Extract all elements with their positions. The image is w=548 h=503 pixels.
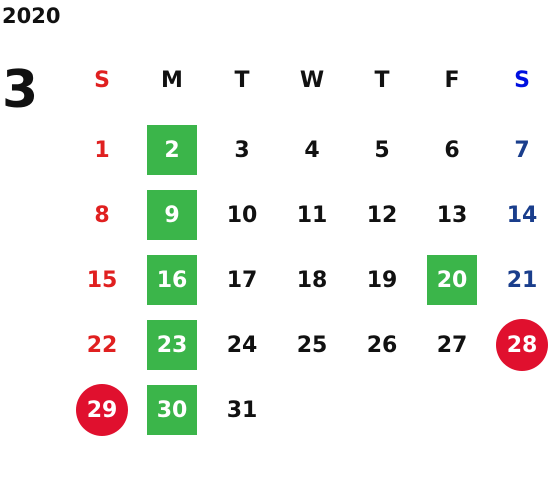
day[interactable]: 31	[226, 397, 258, 423]
day[interactable]: 16	[147, 255, 197, 305]
day[interactable]: 29	[76, 384, 128, 436]
month: 3	[2, 60, 39, 120]
day[interactable]: 3	[234, 137, 250, 163]
day[interactable]: 19	[366, 267, 398, 293]
year: 2020	[2, 4, 61, 28]
day[interactable]: 20	[427, 255, 477, 305]
day[interactable]: 24	[226, 332, 258, 358]
day[interactable]: 8	[94, 202, 110, 228]
day[interactable]: 25	[296, 332, 328, 358]
day[interactable]: 23	[147, 320, 197, 370]
weekday: S	[514, 67, 530, 93]
day[interactable]: 5	[374, 137, 390, 163]
day[interactable]: 13	[436, 202, 468, 228]
day[interactable]: 2	[147, 125, 197, 175]
day[interactable]: 11	[296, 202, 328, 228]
weekday: T	[374, 67, 390, 93]
weekday: W	[299, 67, 325, 93]
day[interactable]: 1	[94, 137, 110, 163]
day[interactable]: 7	[514, 137, 530, 163]
day[interactable]: 15	[86, 267, 118, 293]
day[interactable]: 28	[496, 319, 548, 371]
day[interactable]: 6	[444, 137, 460, 163]
weekday: F	[444, 67, 460, 93]
day[interactable]: 30	[147, 385, 197, 435]
day[interactable]: 18	[296, 267, 328, 293]
day[interactable]: 14	[506, 202, 538, 228]
day[interactable]: 17	[226, 267, 258, 293]
day[interactable]: 21	[506, 267, 538, 293]
day[interactable]: 22	[86, 332, 118, 358]
weekday: M	[161, 67, 183, 93]
weekday: T	[234, 67, 250, 93]
day[interactable]: 4	[304, 137, 320, 163]
weekday: S	[94, 67, 110, 93]
day[interactable]: 27	[436, 332, 468, 358]
day[interactable]: 26	[366, 332, 398, 358]
day[interactable]: 9	[147, 190, 197, 240]
day[interactable]: 12	[366, 202, 398, 228]
day[interactable]: 10	[226, 202, 258, 228]
